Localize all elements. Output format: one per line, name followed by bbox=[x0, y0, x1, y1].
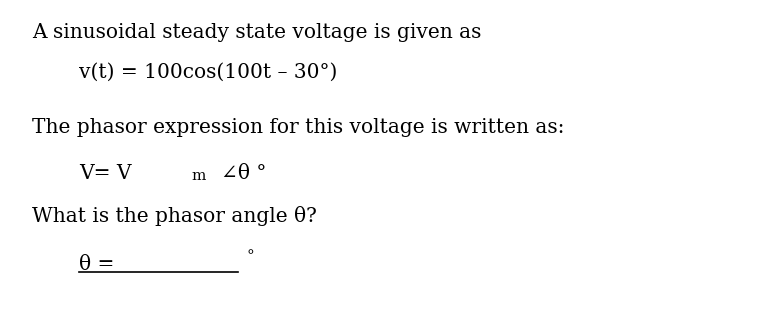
Text: m: m bbox=[192, 169, 206, 183]
Text: V= V: V= V bbox=[79, 164, 132, 183]
Text: A sinusoidal steady state voltage is given as: A sinusoidal steady state voltage is giv… bbox=[33, 23, 482, 42]
Text: v(t) = 100cos(100t – 30°): v(t) = 100cos(100t – 30°) bbox=[79, 63, 338, 82]
Text: °: ° bbox=[246, 249, 254, 263]
Text: What is the phasor angle θ?: What is the phasor angle θ? bbox=[33, 206, 317, 226]
Text: θ =: θ = bbox=[79, 255, 115, 274]
Text: ∠θ °: ∠θ ° bbox=[221, 164, 266, 183]
Text: The phasor expression for this voltage is written as:: The phasor expression for this voltage i… bbox=[33, 118, 565, 137]
